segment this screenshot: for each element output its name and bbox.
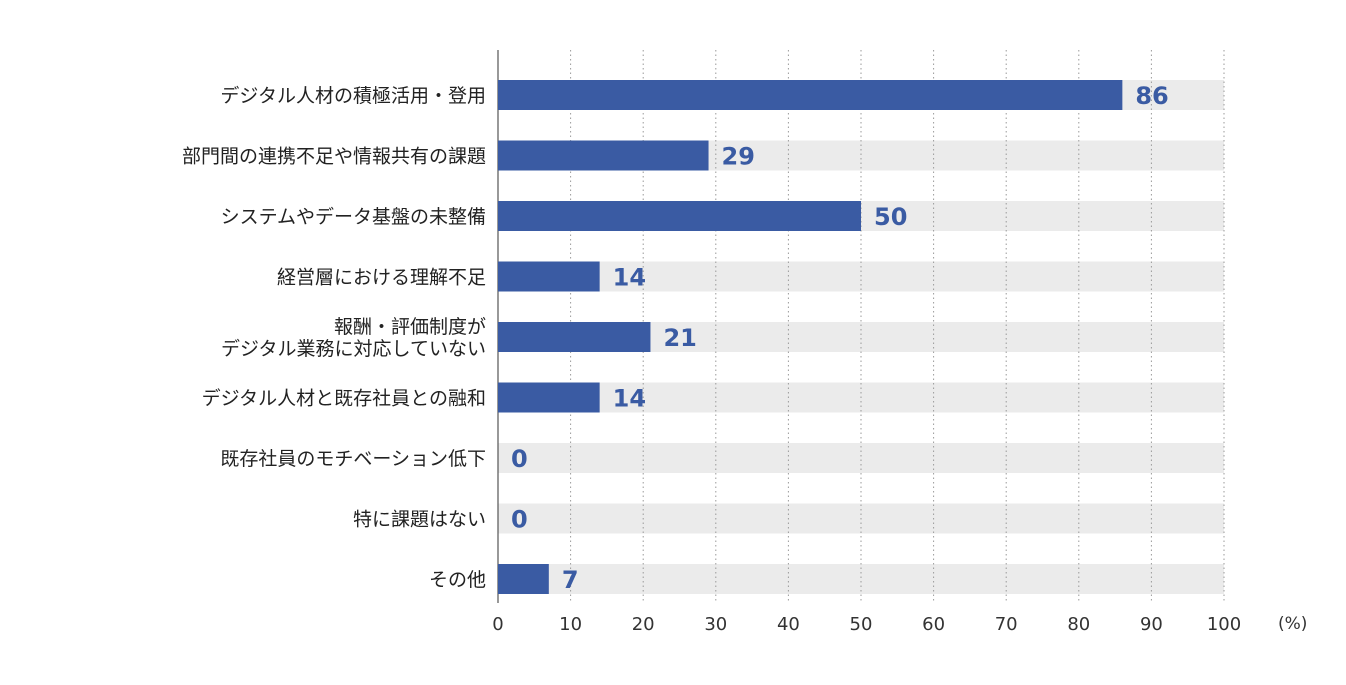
value-label: 14 bbox=[613, 264, 646, 292]
x-axis: 0 10 20 30 40 50 60 70 80 90 100 bbox=[492, 614, 1241, 635]
category-label: その他 bbox=[429, 569, 486, 591]
x-tick-label: 10 bbox=[559, 614, 582, 635]
category-label: 経営層における理解不足 bbox=[277, 267, 486, 289]
x-tick-label: 0 bbox=[492, 614, 503, 635]
value-label: 29 bbox=[722, 143, 755, 171]
category-label: 部門間の連携不足や情報共有の課題 bbox=[182, 146, 486, 168]
category-labels: デジタル人材の積極活用・登用部門間の連携不足や情報共有の課題システムやデータ基盤… bbox=[182, 85, 486, 591]
category-label: 既存社員のモチベーション低下 bbox=[220, 448, 486, 470]
x-tick-label: 20 bbox=[632, 614, 655, 635]
category-label: デジタル人材と既存社員との融和 bbox=[202, 388, 486, 410]
value-label: 0 bbox=[511, 445, 528, 473]
unit-label: (%) bbox=[1278, 614, 1307, 634]
value-label: 14 bbox=[613, 385, 646, 413]
x-tick-label: 40 bbox=[777, 614, 800, 635]
value-label: 0 bbox=[511, 506, 528, 534]
category-label: 報酬・評価制度がデジタル業務に対応していない bbox=[221, 316, 486, 360]
value-label: 86 bbox=[1135, 82, 1168, 110]
bar bbox=[498, 322, 651, 352]
bar-track bbox=[498, 443, 1224, 473]
value-label: 21 bbox=[663, 324, 696, 352]
value-labels: 86 29 50 14 21 14 0 0 7 bbox=[511, 82, 1169, 594]
category-label: システムやデータ基盤の未整備 bbox=[221, 206, 486, 228]
bars bbox=[498, 80, 1123, 594]
x-tick-label: 50 bbox=[850, 614, 873, 635]
bar bbox=[498, 564, 549, 594]
x-tick-label: 80 bbox=[1067, 614, 1090, 635]
category-label: 特に課題はない bbox=[353, 509, 486, 531]
x-tick-label: 90 bbox=[1140, 614, 1163, 635]
bar bbox=[498, 80, 1123, 110]
value-label: 50 bbox=[874, 203, 907, 231]
bar bbox=[498, 261, 600, 292]
bar bbox=[498, 201, 861, 231]
category-label: デジタル人材の積極活用・登用 bbox=[220, 85, 486, 107]
bar bbox=[498, 140, 709, 171]
x-tick-label: 60 bbox=[922, 614, 945, 635]
bar bbox=[498, 382, 600, 413]
x-tick-label: 70 bbox=[995, 614, 1018, 635]
x-tick-label: 100 bbox=[1207, 614, 1241, 635]
value-label: 7 bbox=[562, 566, 579, 594]
x-tick-label: 30 bbox=[704, 614, 727, 635]
